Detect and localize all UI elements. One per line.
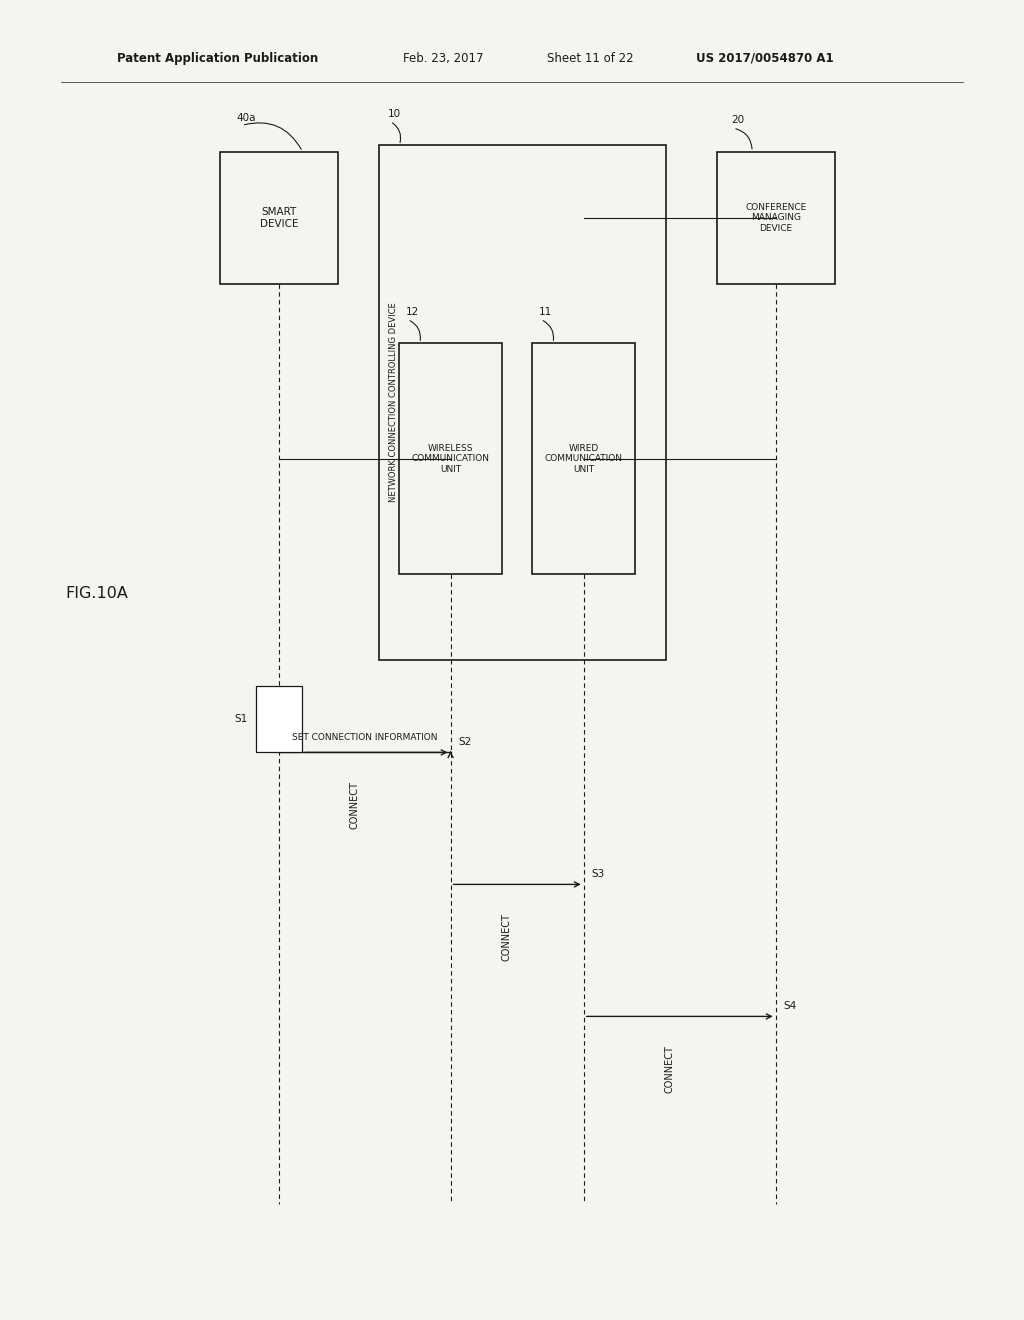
Text: CONFERENCE
MANAGING
DEVICE: CONFERENCE MANAGING DEVICE <box>745 203 806 232</box>
Text: 40a: 40a <box>237 112 256 123</box>
Text: S4: S4 <box>784 1001 797 1011</box>
Text: 12: 12 <box>406 306 419 317</box>
Text: FIG.10A: FIG.10A <box>66 586 129 602</box>
Bar <box>399 343 502 574</box>
Bar <box>220 152 338 284</box>
Text: 10: 10 <box>388 108 401 119</box>
Text: CONNECT: CONNECT <box>665 1045 675 1093</box>
Bar <box>256 686 302 752</box>
Text: CONNECT: CONNECT <box>349 781 359 829</box>
Text: S1: S1 <box>234 714 248 725</box>
Text: Feb. 23, 2017: Feb. 23, 2017 <box>403 51 484 65</box>
Text: NETWORK CONNECTION CONTROLLING DEVICE: NETWORK CONNECTION CONTROLLING DEVICE <box>389 302 397 503</box>
Text: S3: S3 <box>592 869 605 879</box>
Text: CONNECT: CONNECT <box>502 913 512 961</box>
Bar <box>717 152 835 284</box>
Text: S2: S2 <box>459 737 472 747</box>
Text: Patent Application Publication: Patent Application Publication <box>117 51 318 65</box>
Text: 20: 20 <box>731 115 744 125</box>
Text: WIRELESS
COMMUNICATION
UNIT: WIRELESS COMMUNICATION UNIT <box>412 444 489 474</box>
Text: SMART
DEVICE: SMART DEVICE <box>260 207 298 228</box>
Text: WIRED
COMMUNICATION
UNIT: WIRED COMMUNICATION UNIT <box>545 444 623 474</box>
Text: 11: 11 <box>539 306 552 317</box>
Text: Sheet 11 of 22: Sheet 11 of 22 <box>547 51 634 65</box>
Text: SET CONNECTION INFORMATION: SET CONNECTION INFORMATION <box>292 733 437 742</box>
Bar <box>379 145 666 660</box>
Bar <box>532 343 635 574</box>
Text: US 2017/0054870 A1: US 2017/0054870 A1 <box>696 51 834 65</box>
